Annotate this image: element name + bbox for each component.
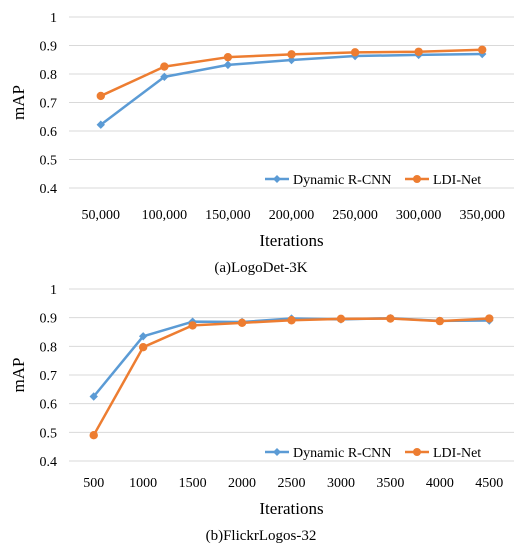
data-point <box>350 48 360 57</box>
legend-swatch-marker <box>273 448 281 456</box>
legend-swatch-marker <box>273 175 281 183</box>
data-point <box>160 72 169 82</box>
series-line <box>92 317 491 437</box>
data-point <box>386 314 395 323</box>
x-tick-label: 1500 <box>179 476 207 491</box>
chart-caption: (b)FlickrLogos-32 <box>206 528 317 544</box>
data-point <box>478 45 487 54</box>
x-axis-title: Iterations <box>259 231 323 250</box>
y-tick-label: 0.8 <box>40 68 58 83</box>
legend-label: Dynamic R-CNN <box>293 173 391 188</box>
data-point <box>160 62 169 71</box>
series-ldi-net <box>96 45 487 101</box>
series-dynamic-r-cnn <box>89 314 494 401</box>
y-tick-label: 0.7 <box>40 369 58 384</box>
data-point <box>89 431 98 440</box>
x-tick-label: 150,000 <box>205 208 251 223</box>
legend-swatch-marker <box>413 448 421 456</box>
data-point <box>237 318 247 328</box>
y-tick-label: 0.5 <box>40 154 58 169</box>
y-tick-label: 1 <box>50 11 57 26</box>
data-point <box>287 50 296 59</box>
data-point <box>336 314 346 324</box>
x-tick-label: 350,000 <box>459 208 505 223</box>
x-tick-label: 300,000 <box>396 208 442 223</box>
data-point <box>485 314 494 323</box>
y-tick-label: 0.6 <box>40 125 58 140</box>
y-tick-label: 0.9 <box>40 40 58 55</box>
y-tick-label: 0.7 <box>40 97 58 112</box>
data-point <box>138 342 148 352</box>
x-tick-label: 2500 <box>278 476 306 491</box>
series-line <box>99 52 484 126</box>
x-tick-label: 4000 <box>426 476 454 491</box>
data-point <box>287 55 296 65</box>
data-point <box>435 316 445 326</box>
data-point <box>188 321 197 330</box>
y-tick-label: 1 <box>50 283 57 298</box>
y-axis-title: mAP <box>9 85 28 120</box>
series-dynamic-r-cnn <box>96 49 487 129</box>
y-axis-title: mAP <box>9 358 28 393</box>
legend: Dynamic R-CNN LDI-Net <box>265 446 481 461</box>
chart-caption: (a)LogoDet-3K <box>214 260 307 276</box>
legend-swatch-marker <box>413 175 421 183</box>
x-tick-label: 3000 <box>327 476 355 491</box>
series-ldi-net <box>89 314 494 440</box>
data-point <box>89 392 98 401</box>
data-point <box>223 52 233 62</box>
x-tick-label: 3500 <box>376 476 404 491</box>
y-tick-label: 0.5 <box>40 426 58 441</box>
legend-label: Dynamic R-CNN <box>293 446 391 461</box>
x-tick-label: 50,000 <box>82 208 121 223</box>
y-tick-label: 0.4 <box>40 455 58 470</box>
x-tick-label: 100,000 <box>142 208 188 223</box>
y-tick-label: 0.6 <box>40 398 58 413</box>
x-tick-label: 2000 <box>228 476 256 491</box>
legend-label: LDI-Net <box>433 173 481 188</box>
data-point <box>96 91 105 101</box>
data-point <box>138 332 148 341</box>
data-point <box>287 316 296 325</box>
legend: Dynamic R-CNN LDI-Net <box>265 173 481 188</box>
y-tick-label: 0.8 <box>40 340 58 355</box>
x-tick-label: 500 <box>83 476 104 491</box>
y-tick-label: 0.9 <box>40 312 58 327</box>
y-tick-label: 0.4 <box>40 182 58 197</box>
data-point <box>414 47 423 56</box>
x-tick-label: 250,000 <box>332 208 378 223</box>
x-tick-label: 4500 <box>475 476 503 491</box>
x-tick-label: 1000 <box>129 476 157 491</box>
series-line <box>92 316 491 398</box>
x-axis-title: Iterations <box>259 499 323 518</box>
data-point <box>223 60 233 70</box>
legend-label: LDI-Net <box>433 446 481 461</box>
data-point <box>96 120 105 129</box>
x-tick-label: 200,000 <box>269 208 315 223</box>
